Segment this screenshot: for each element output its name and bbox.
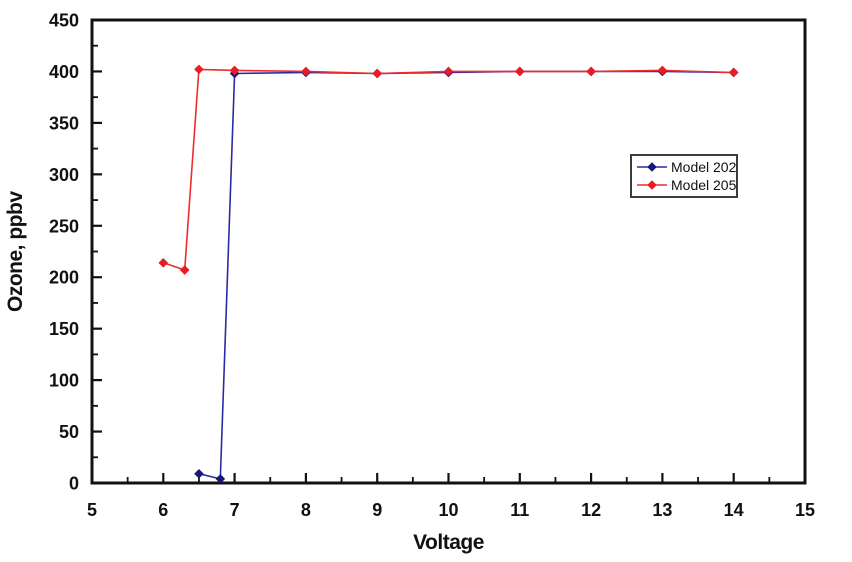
- y-tick-label: 400: [49, 62, 79, 82]
- data-point-model-202: [215, 474, 226, 484]
- y-tick-label: 200: [49, 268, 79, 288]
- y-tick-label: 300: [49, 165, 79, 185]
- x-tick-label: 11: [510, 500, 529, 520]
- x-tick-label: 7: [230, 500, 240, 520]
- data-point-model-205: [443, 66, 454, 77]
- x-tick-label: 12: [581, 500, 601, 520]
- data-point-model-205: [372, 68, 382, 79]
- x-tick-label: 14: [724, 500, 744, 520]
- x-tick-label: 9: [372, 500, 382, 520]
- y-tick-label: 450: [49, 11, 79, 31]
- y-tick-label: 100: [49, 371, 79, 391]
- plot-frame: [90, 18, 807, 485]
- x-tick-label: 15: [795, 500, 815, 520]
- data-point-model-205: [301, 66, 311, 77]
- legend-box: Model 202 Model 205: [630, 154, 738, 198]
- data-point-model-205: [229, 65, 240, 76]
- x-axis-title: Voltage: [413, 531, 484, 554]
- data-point-model-202: [194, 468, 204, 479]
- data-point-model-205: [728, 67, 739, 78]
- legend-label-model-202: Model 202: [671, 158, 737, 175]
- x-tick-label: 6: [158, 500, 168, 520]
- data-point-model-205: [586, 66, 596, 77]
- data-point-model-205: [657, 65, 668, 76]
- data-point-model-205: [158, 258, 169, 268]
- y-tick-label: 50: [59, 422, 79, 442]
- y-axis-title: Ozone, ppbv: [4, 191, 27, 312]
- y-tick-label: 350: [49, 113, 79, 133]
- y-tick-label: 0: [69, 474, 79, 494]
- series-line-model-202: [198, 70, 734, 480]
- x-tick-label: 8: [301, 500, 311, 520]
- legend-swatch-red-diamond-line: [637, 180, 667, 191]
- legend-label-model-205: Model 205: [671, 177, 737, 194]
- x-tick-label: 5: [87, 500, 97, 520]
- legend-item-model-205: Model 205: [636, 177, 736, 195]
- x-tick-label: 13: [652, 500, 672, 520]
- x-tick-label: 10: [438, 500, 458, 520]
- data-point-model-205: [179, 265, 190, 275]
- legend-swatch-blue-diamond-line: [637, 161, 667, 172]
- data-point-model-205: [194, 64, 204, 75]
- legend-item-model-202: Model 202: [636, 158, 736, 176]
- data-point-model-205: [515, 66, 525, 77]
- y-tick-label: 250: [49, 216, 79, 236]
- y-tick-label: 150: [49, 319, 79, 339]
